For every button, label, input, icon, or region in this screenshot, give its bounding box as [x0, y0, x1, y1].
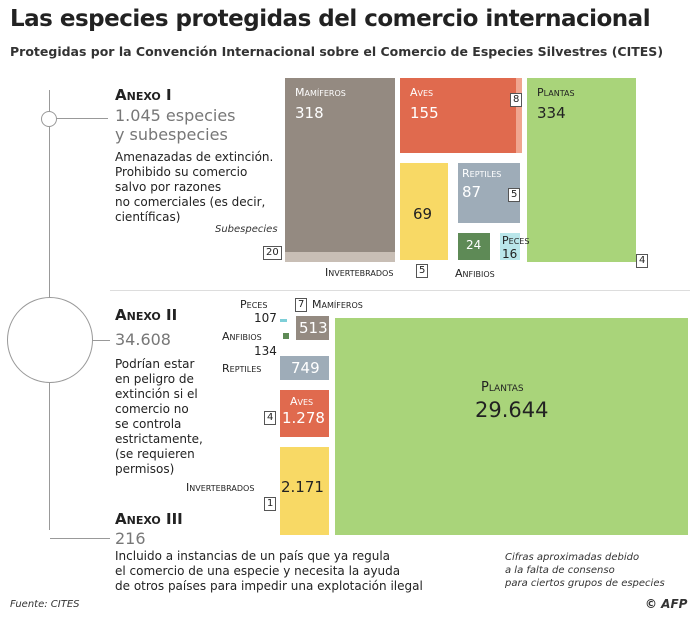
a1-anfibios-label: Anfibios — [455, 267, 495, 280]
value: 155 — [410, 104, 439, 122]
desc-line: Amenazadas de extinción. — [115, 150, 274, 164]
a2-reptiles-label: Reptiles — [222, 362, 262, 375]
desc-line: no comerciales (es decir, — [115, 195, 266, 209]
label: Plantas — [537, 86, 575, 99]
afp-logo: © AFP — [645, 597, 688, 611]
label: Aves — [290, 395, 314, 408]
count-line: y subespecies — [115, 125, 228, 144]
a2-invertebrados-label: Invertebrados — [186, 481, 255, 494]
page-subtitle: Protegidas por la Convención Internacion… — [10, 44, 664, 59]
a2-invertebrados-subspecies: 1 — [264, 497, 277, 511]
a1-peces-value: 16 — [502, 247, 518, 261]
value: 334 — [537, 104, 566, 122]
connector — [56, 118, 108, 119]
anexo2-title: Anexo II — [115, 306, 178, 324]
desc-line: Prohibido su comercio — [115, 165, 248, 179]
a2-anfibios — [283, 333, 289, 339]
value: 29.644 — [475, 398, 549, 422]
desc-line: salvo por razones — [115, 180, 222, 194]
a1-aves: Aves 155 — [400, 78, 522, 153]
value: 24 — [466, 238, 482, 252]
desc-line: se controla — [115, 417, 182, 431]
anexo3-count: 216 — [115, 529, 146, 548]
connector — [92, 340, 110, 341]
a2-mamiferos-subspecies: 7 — [295, 298, 308, 312]
a1-mamiferos-subspecies: 20 — [263, 246, 282, 260]
value: 2.171 — [281, 478, 324, 496]
value: 1.278 — [282, 409, 325, 427]
divider — [110, 290, 690, 291]
note-line: Cifras aproximadas debido — [505, 552, 640, 563]
value: 318 — [295, 104, 324, 122]
a1-peces-label: Peces — [502, 234, 530, 247]
anexo1-title: Anexo I — [115, 86, 172, 104]
count-line: 1.045 especies — [115, 106, 236, 125]
a2-aves: Aves 1.278 — [280, 390, 329, 437]
a2-invertebrados: 2.171 — [280, 447, 329, 535]
anexo2-count: 34.608 — [115, 330, 171, 349]
anexo2-desc: Podrían estar en peligro de extinción si e… — [115, 357, 203, 477]
anexo3-title: Anexo III — [115, 510, 183, 528]
desc-line: en peligro de — [115, 372, 194, 386]
label: Reptiles — [462, 167, 502, 180]
desc-line: Podrían estar — [115, 357, 195, 371]
connector — [50, 538, 110, 539]
a1-mamiferos: Mamíferos 318 — [285, 78, 395, 262]
note-line: para ciertos grupos de especies — [505, 578, 665, 589]
a1-reptiles-subspecies: 5 — [508, 188, 521, 202]
a2-aves-subspecies: 4 — [264, 411, 277, 425]
desc-line: comercio no — [115, 402, 189, 416]
subspecies-strip — [516, 78, 522, 153]
a2-mamiferos-label: Mamíferos — [312, 298, 363, 311]
label: Mamíferos — [295, 86, 346, 99]
a1-peces — [500, 233, 520, 260]
a2-plantas: Plantas 29.644 — [335, 318, 688, 535]
a1-anfibios: 24 — [458, 233, 490, 260]
a2-mamiferos: 513 — [296, 316, 329, 340]
subespecies-label: Subespecies — [215, 224, 278, 235]
anexo3-desc: Incluido a instancias de un país que ya … — [115, 549, 423, 594]
note-line: a la falta de consenso — [505, 565, 615, 576]
desc-line: (se requieren — [115, 447, 195, 461]
value: 87 — [462, 183, 482, 201]
a2-anfibios-label: Anfibios — [222, 330, 262, 343]
page-title: Las especies protegidas del comercio int… — [10, 6, 651, 32]
value: 749 — [291, 359, 320, 377]
a1-invertebrados: 69 — [400, 163, 448, 260]
a2-peces-label: Peces — [240, 298, 268, 311]
desc-line: de otros países para impedir una explota… — [115, 579, 423, 593]
a2-reptiles: 749 — [280, 356, 329, 380]
footnote: Cifras aproximadas debido a la falta de c… — [505, 551, 665, 590]
desc-line: el comercio de una especie y necesita la… — [115, 564, 401, 578]
a1-plantas: Plantas 334 — [527, 78, 636, 262]
label: Aves — [410, 86, 434, 99]
a2-peces-value: 107 — [254, 311, 277, 325]
desc-line: Incluido a instancias de un país que ya … — [115, 549, 391, 563]
a1-aves-subspecies: 8 — [510, 93, 523, 107]
anexo2-circle — [7, 297, 93, 383]
desc-line: extinción si el — [115, 387, 198, 401]
desc-line: científicas) — [115, 210, 181, 224]
a2-anfibios-value: 134 — [254, 344, 277, 358]
a2-peces — [280, 319, 287, 322]
value: 69 — [413, 205, 433, 223]
a1-plantas-subspecies: 4 — [636, 254, 649, 268]
value: 513 — [299, 319, 328, 337]
subspecies-strip — [285, 252, 395, 262]
anexo1-desc: Amenazadas de extinción. Prohibido su com… — [115, 150, 273, 225]
desc-line: estrictamente, — [115, 432, 203, 446]
label: Plantas — [481, 380, 524, 395]
desc-line: permisos) — [115, 462, 175, 476]
a1-invertebrados-subspecies: 5 — [416, 264, 429, 278]
source: Fuente: CITES — [10, 599, 80, 610]
anexo1-count: 1.045 especies y subespecies — [115, 106, 236, 144]
anexo1-circle — [41, 111, 57, 127]
a1-invertebrados-label: Invertebrados — [325, 266, 394, 279]
